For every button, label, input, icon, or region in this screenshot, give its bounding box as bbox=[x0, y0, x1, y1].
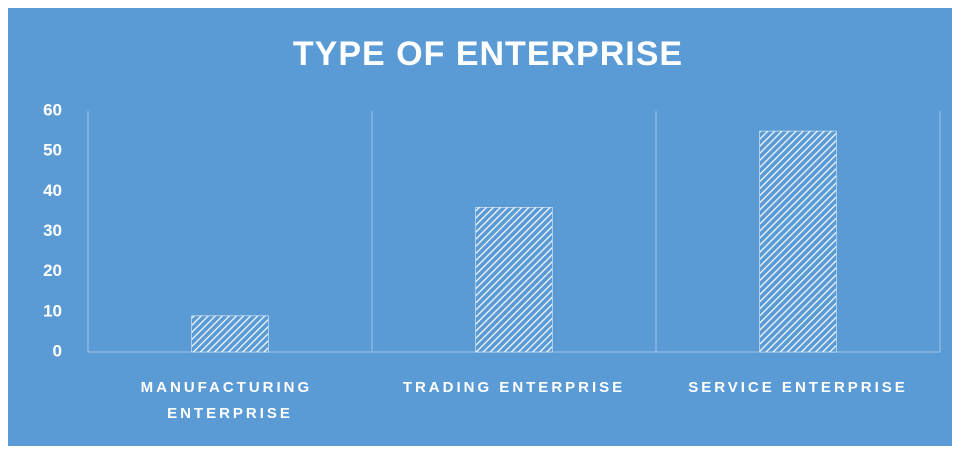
bar bbox=[475, 207, 553, 353]
y-tick-label: 30 bbox=[43, 221, 62, 240]
bar bbox=[759, 130, 837, 353]
y-tick-label: 20 bbox=[43, 261, 62, 280]
y-tick-label: 50 bbox=[43, 141, 62, 160]
x-tick-label: SERVICE ENTERPRISE bbox=[688, 379, 908, 396]
x-tick-label: MANUFACTURING ENTERPRISE bbox=[141, 379, 320, 422]
y-tick-label: 40 bbox=[43, 181, 62, 200]
x-tick-label: TRADING ENTERPRISE bbox=[403, 379, 625, 396]
y-tick-label: 60 bbox=[43, 100, 62, 119]
bar bbox=[191, 315, 269, 353]
chart-title: TYPE OF ENTERPRISE bbox=[293, 35, 683, 73]
y-tick-label: 0 bbox=[53, 341, 62, 360]
y-tick-label: 10 bbox=[43, 301, 62, 320]
